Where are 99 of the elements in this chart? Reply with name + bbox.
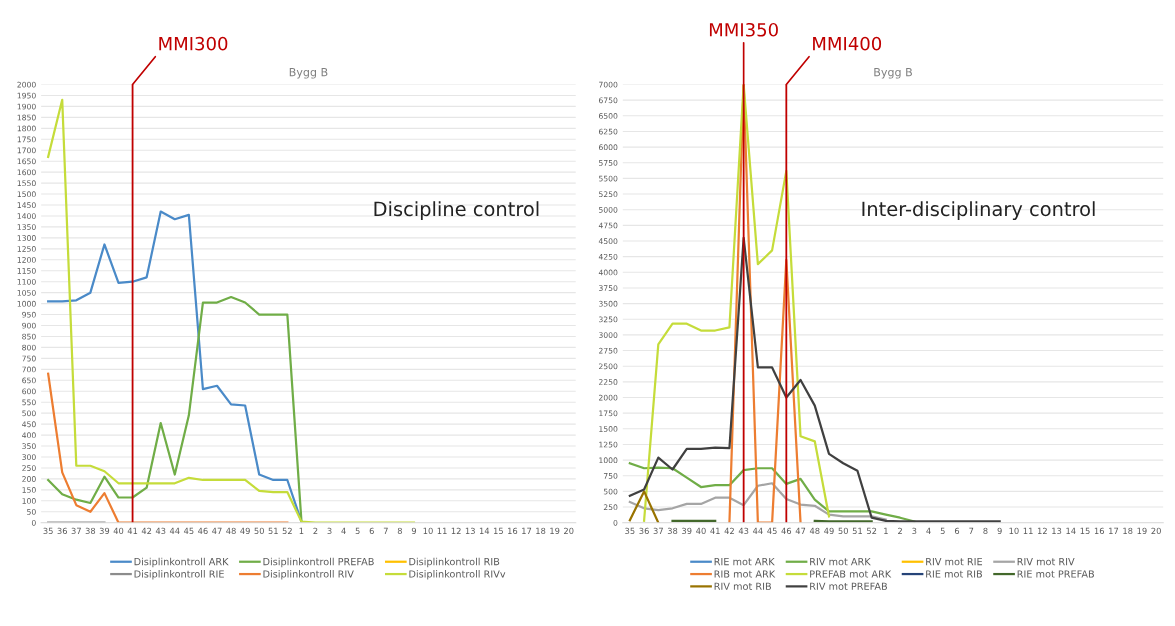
x-tick-label: 8 — [983, 527, 988, 535]
x-tick-label: 39 — [99, 527, 110, 535]
x-tick-label: 7 — [383, 527, 388, 534]
x-tick-label: 1 — [299, 527, 304, 534]
x-tick-label: 45 — [767, 527, 777, 535]
x-tick-label: 38 — [85, 527, 96, 535]
x-tick-label: 35 — [43, 527, 53, 535]
x-tick-label: 43 — [155, 527, 166, 535]
x-tick-label: 46 — [198, 527, 208, 535]
x-tick-label: 2 — [313, 527, 318, 534]
x-tick-label: 3 — [327, 527, 332, 535]
x-tick-label: 9 — [997, 527, 1002, 535]
legend-label: Disiplinkontroll RIB — [409, 557, 500, 568]
chart-title: Bygg B — [874, 68, 912, 79]
x-tick-label: 13 — [1052, 527, 1062, 535]
x-tick-label: 43 — [738, 527, 749, 535]
x-tick-label: 6 — [369, 527, 374, 535]
legend-label: RIV mot ARK — [810, 558, 871, 566]
x-tick-label: 51 — [268, 527, 278, 535]
x-tick-label: 17 — [1109, 527, 1119, 534]
x-tick-label: 20 — [564, 527, 574, 535]
annotation: Discipline control — [374, 201, 539, 221]
legend-label: Disiplinkontroll RIV — [263, 570, 354, 580]
x-tick-label: 36 — [57, 527, 68, 535]
x-tick-label: 12 — [1037, 527, 1047, 534]
x-tick-label: 36 — [639, 527, 649, 535]
x-tick-label: 9 — [411, 527, 417, 535]
x-tick-label: 15 — [493, 527, 503, 535]
legend-label: RIV mot PREFAB — [810, 582, 887, 590]
x-tick-label: 3 — [912, 527, 917, 535]
x-tick-label: 11 — [437, 527, 447, 534]
x-tick-label: 11 — [1023, 527, 1033, 534]
x-tick-label: 13 — [465, 527, 475, 535]
x-tick-label: 16 — [508, 527, 518, 535]
x-tick-label: 51 — [852, 527, 862, 535]
legend-label: RIV mot RIE — [926, 558, 983, 566]
legend-label: Disiplinkontroll PREFAB — [263, 557, 374, 568]
x-tick-label: 42 — [724, 527, 734, 534]
legend-label: PREFAB mot ARK — [810, 570, 892, 578]
x-tick-label: 14 — [479, 527, 490, 534]
x-tick-label: 17 — [522, 527, 532, 534]
x-tick-label: 10 — [423, 527, 433, 535]
x-tick-label: 45 — [183, 527, 194, 535]
x-tick-label: 6 — [954, 527, 960, 535]
x-tick-label: 41 — [127, 527, 138, 534]
x-tick-label: 41 — [710, 527, 720, 534]
x-tick-label: 40 — [113, 527, 124, 535]
x-tick-label: 52 — [867, 527, 877, 535]
x-tick-label: 5 — [940, 527, 945, 535]
x-tick-label: 18 — [1123, 527, 1133, 535]
x-tick-label: 4 — [341, 527, 346, 534]
x-tick-label: 48 — [809, 527, 820, 535]
ref-line-label: MMI400 — [813, 36, 882, 51]
x-tick-label: 39 — [682, 527, 692, 535]
legend-label: Disiplinkontroll RIVv — [409, 570, 506, 580]
annotation: Inter-disciplinary control — [862, 201, 1095, 221]
x-tick-label: 48 — [226, 527, 236, 535]
x-tick-label: 19 — [1137, 527, 1147, 535]
chart-title: Bygg B — [289, 68, 328, 79]
x-tick-label: 18 — [536, 527, 546, 535]
legend-label: Disiplinkontroll ARK — [134, 557, 229, 568]
x-tick-label: 4 — [926, 527, 931, 534]
legend-label: RIE mot PREFAB — [1017, 570, 1094, 578]
x-tick-label: 35 — [625, 527, 635, 535]
x-tick-label: 12 — [451, 527, 461, 534]
x-tick-label: 49 — [824, 527, 834, 535]
x-tick-label: 47 — [795, 527, 806, 534]
x-tick-label: 15 — [1080, 527, 1090, 535]
x-tick-label: 42 — [141, 527, 152, 534]
x-tick-label: 40 — [696, 527, 706, 535]
ref-line-label: MMI300 — [159, 36, 228, 51]
x-tick-label: 38 — [667, 527, 678, 535]
x-tick-label: 50 — [838, 527, 848, 535]
x-tick-label: 1 — [884, 527, 888, 534]
legend-label: RIV mot RIB — [714, 582, 771, 590]
x-tick-label: 10 — [1009, 527, 1019, 535]
ref-line-label: MMI350 — [709, 22, 778, 37]
x-tick-label: 19 — [550, 527, 560, 535]
legend-label: RIB mot ARK — [714, 570, 776, 578]
x-tick-label: 14 — [1066, 527, 1076, 534]
legend-label: RIE mot RIB — [926, 570, 982, 578]
x-tick-label: 37 — [71, 527, 81, 535]
x-tick-label: 44 — [752, 527, 763, 534]
x-tick-label: 49 — [240, 527, 250, 535]
x-tick-label: 47 — [212, 527, 222, 534]
legend-label: Disiplinkontroll RIE — [134, 570, 224, 580]
x-tick-label: 52 — [282, 527, 292, 535]
x-tick-label: 44 — [169, 527, 180, 534]
x-tick-label: 8 — [397, 527, 402, 535]
legend-label: RIE mot ARK — [714, 558, 775, 566]
x-tick-label: 16 — [1094, 527, 1105, 535]
legend-label: RIV mot RIV — [1017, 558, 1075, 566]
x-tick-label: 20 — [1151, 527, 1161, 535]
x-tick-label: 2 — [898, 527, 902, 534]
x-tick-label: 37 — [653, 527, 663, 535]
x-tick-label: 50 — [254, 527, 264, 535]
x-tick-label: 5 — [355, 527, 360, 535]
x-tick-label: 7 — [969, 527, 974, 534]
x-tick-label: 46 — [781, 527, 792, 535]
